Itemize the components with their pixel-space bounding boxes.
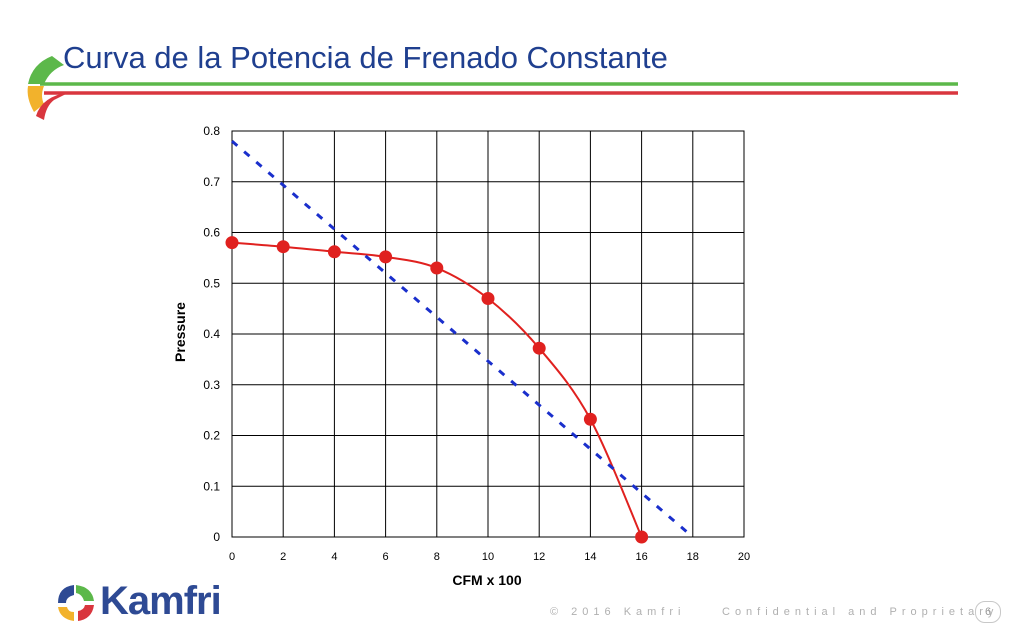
data-point <box>481 291 495 305</box>
x-tick-label: 0 <box>229 551 235 563</box>
y-tick-labels: 0 0.1 0.2 0.3 0.4 0.5 0.6 0.7 0.8 <box>203 124 220 544</box>
x-tick-label: 12 <box>533 551 545 563</box>
x-tick-label: 18 <box>687 551 699 563</box>
chart-grid <box>231 130 745 538</box>
data-point <box>532 341 546 355</box>
x-tick-label: 4 <box>331 551 337 563</box>
data-point <box>379 250 393 264</box>
y-tick-label: 0.5 <box>203 276 220 290</box>
x-tick-label: 10 <box>482 551 494 563</box>
x-tick-label: 6 <box>383 551 389 563</box>
header-swoosh-art <box>27 56 958 120</box>
swoosh-yellow <box>27 86 44 112</box>
y-tick-label: 0.2 <box>203 429 220 443</box>
y-tick-label: 0.4 <box>203 327 220 341</box>
data-point <box>225 236 239 250</box>
x-tick-label: 8 <box>434 551 440 563</box>
x-tick-labels: 0 2 4 6 8 10 12 14 16 18 20 <box>229 551 750 563</box>
series-dashed-line <box>231 140 694 539</box>
y-axis-label: Pressure <box>172 302 188 362</box>
pressure-cfm-chart: 0 2 4 6 8 10 12 14 16 18 20 0 0.1 0.2 0.3 0.4 0.5 0.6 0.7… <box>172 124 750 588</box>
data-point <box>635 530 649 544</box>
y-tick-label: 0.6 <box>203 226 220 240</box>
x-tick-label: 14 <box>584 551 596 563</box>
x-tick-label: 2 <box>280 551 286 563</box>
chart-series <box>225 140 694 544</box>
y-tick-label: 0.7 <box>203 175 220 189</box>
y-tick-label: 0.8 <box>203 124 220 138</box>
x-tick-label: 16 <box>635 551 647 563</box>
y-tick-label: 0.1 <box>203 479 220 493</box>
y-tick-label: 0 <box>213 530 220 544</box>
logo-wordmark: Kamfri <box>100 579 222 623</box>
x-axis-label: CFM x 100 <box>452 572 521 588</box>
kamfri-logo: Kamfri <box>54 577 244 627</box>
footer-copyright: © 2016 Kamfri <box>550 606 686 618</box>
slide-title: Curva de la Potencia de Frenado Constant… <box>63 40 668 75</box>
data-point <box>276 240 290 254</box>
swoosh-red <box>36 92 70 120</box>
kamfri-logo-mark <box>58 585 94 621</box>
data-point <box>583 412 597 426</box>
data-point <box>327 245 341 259</box>
footer-confidential: Confidential and Proprietary <box>722 606 999 618</box>
data-point <box>430 261 444 275</box>
swoosh-green <box>28 56 64 84</box>
x-tick-label: 20 <box>738 551 750 563</box>
page-number: 6 <box>975 601 1001 623</box>
y-tick-label: 0.3 <box>203 378 220 392</box>
